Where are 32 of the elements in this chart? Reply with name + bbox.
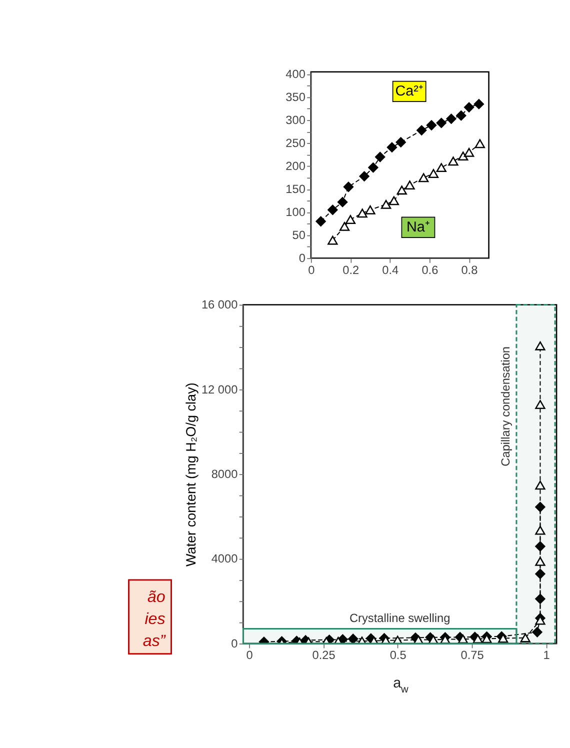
y-tick-label: 350 bbox=[286, 90, 306, 104]
y-tick-label: 200 bbox=[286, 158, 306, 173]
y-tick-label: 150 bbox=[286, 182, 306, 196]
series-label: Na⁺ bbox=[406, 220, 430, 236]
text: as” bbox=[142, 632, 166, 650]
y-tick-label: 0 bbox=[231, 636, 238, 650]
text: ão bbox=[147, 588, 166, 606]
x-tick-label: 0.5 bbox=[390, 648, 407, 662]
x-tick-label: 0.6 bbox=[422, 262, 439, 277]
x-tick-label: 0 bbox=[308, 262, 316, 277]
x-tick-label: 1 bbox=[543, 648, 550, 662]
x-tick-label: 0.2 bbox=[342, 262, 360, 277]
series-label: Ca²⁺ bbox=[395, 84, 424, 100]
y-axis-title: Water content (mg H₂O/g clay) bbox=[183, 382, 198, 567]
y-tick-label: 400 bbox=[286, 66, 306, 81]
y-tick-label: 4000 bbox=[211, 552, 238, 566]
band-label: Crystalline swelling bbox=[350, 610, 450, 625]
x-tick-label: 0.75 bbox=[460, 648, 484, 662]
text: ies bbox=[144, 610, 166, 628]
y-tick-label: 0 bbox=[298, 251, 306, 266]
y-tick-label: 250 bbox=[286, 136, 306, 150]
y-tick-label: 8000 bbox=[211, 466, 238, 481]
x-tick-label: 0 bbox=[246, 648, 254, 662]
y-tick-label: 50 bbox=[292, 228, 306, 242]
band-label: Capillary condensation bbox=[498, 346, 513, 466]
y-tick-label: 300 bbox=[286, 112, 306, 127]
y-tick-label: 100 bbox=[286, 204, 306, 219]
x-tick-label: 0.4 bbox=[382, 262, 400, 277]
y-tick-label: 12 000 bbox=[201, 382, 238, 396]
y-tick-label: 16 000 bbox=[201, 298, 238, 312]
x-tick-label: 0.25 bbox=[312, 648, 336, 662]
x-tick-label: 0.8 bbox=[461, 262, 478, 277]
